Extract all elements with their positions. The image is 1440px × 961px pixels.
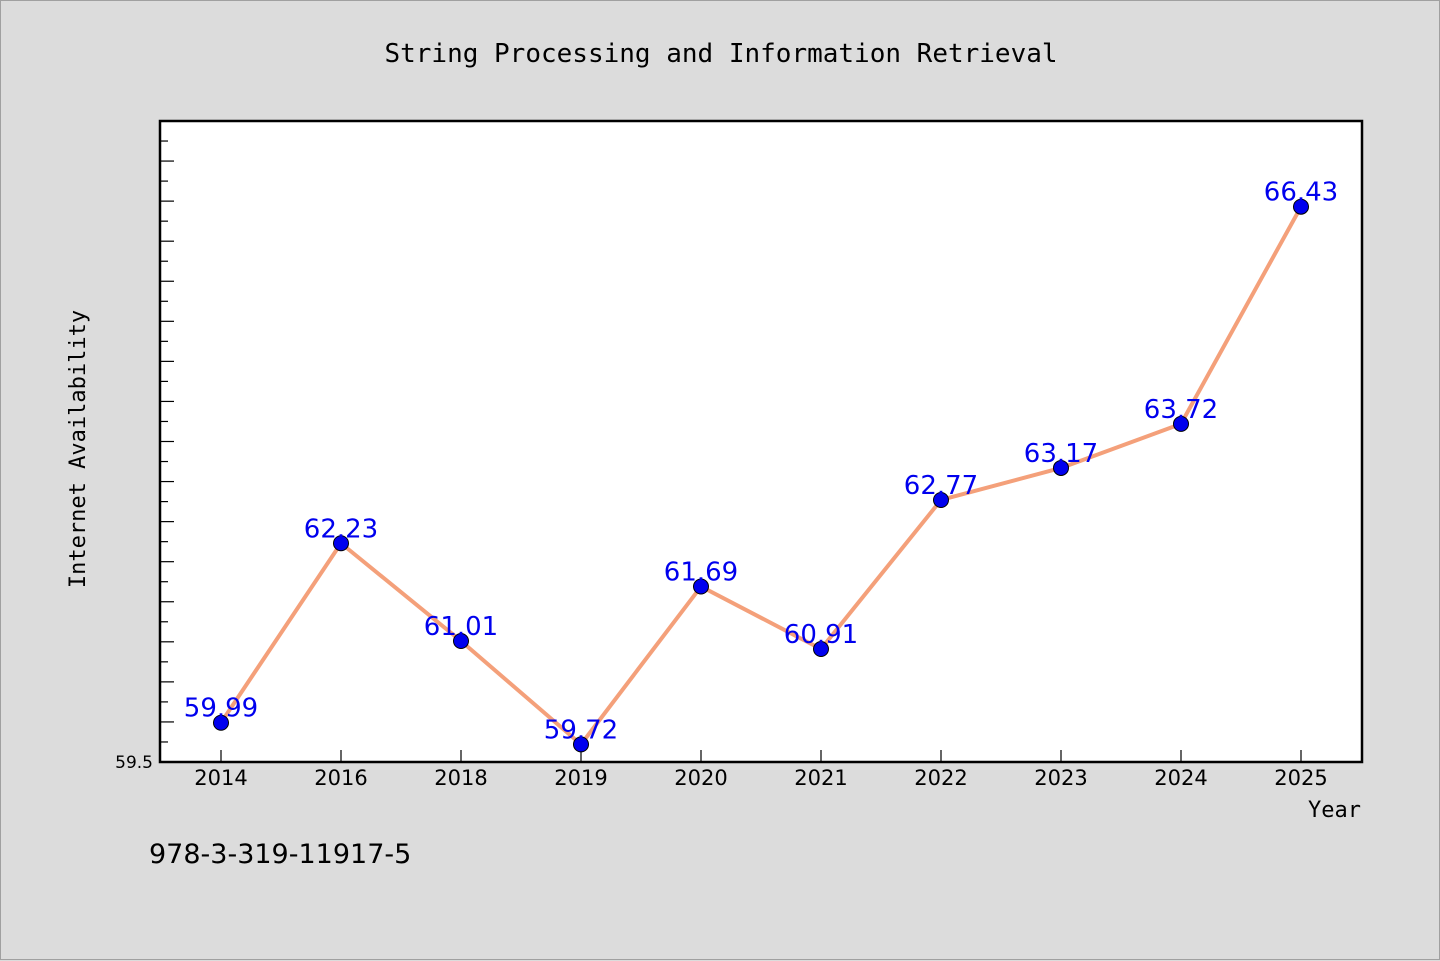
data-label: 59.72 bbox=[544, 715, 618, 745]
y-tick-label: 59.5 bbox=[115, 753, 153, 773]
chart-title: String Processing and Information Retrie… bbox=[384, 39, 1057, 69]
y-axis-ticks bbox=[160, 120, 174, 763]
data-point bbox=[453, 633, 469, 650]
plot-area bbox=[158, 119, 1364, 764]
data-label: 63.17 bbox=[1024, 439, 1098, 469]
x-tick-label: 2025 bbox=[1274, 766, 1327, 790]
x-tick-label: 2022 bbox=[914, 766, 967, 790]
footnote: 978-3-319-11917-5 bbox=[149, 839, 411, 870]
data-label: 59.99 bbox=[184, 694, 258, 724]
data-point bbox=[573, 736, 589, 753]
data-markers bbox=[213, 198, 1309, 753]
y-axis-label: Internet Availability bbox=[66, 310, 91, 588]
x-axis-ticks bbox=[220, 750, 1302, 762]
data-point bbox=[1293, 198, 1309, 215]
data-point bbox=[1173, 415, 1189, 432]
data-point bbox=[693, 578, 709, 595]
x-tick-label: 2020 bbox=[674, 766, 727, 790]
x-tick-label: 2024 bbox=[1154, 766, 1207, 790]
x-tick-label: 2023 bbox=[1034, 766, 1087, 790]
data-label: 62.77 bbox=[904, 471, 978, 501]
data-point bbox=[213, 714, 229, 731]
data-label: 62.23 bbox=[304, 514, 378, 544]
x-tick-label: 2014 bbox=[194, 766, 247, 790]
x-tick-label: 2019 bbox=[554, 766, 607, 790]
data-labels: 59.99 62.23 61.01 59.72 61.69 60.91 62.77 63.17… bbox=[184, 178, 1338, 746]
data-label: 61.69 bbox=[664, 558, 738, 588]
data-label: 63.72 bbox=[1144, 395, 1218, 425]
series-line bbox=[219, 204, 1303, 747]
data-label: 60.91 bbox=[784, 620, 858, 650]
data-label: 61.01 bbox=[424, 612, 498, 642]
x-tick-label: 2016 bbox=[314, 766, 367, 790]
data-label: 66.43 bbox=[1264, 178, 1338, 208]
x-tick-label: 2021 bbox=[794, 766, 847, 790]
x-axis-label: Year bbox=[1308, 798, 1361, 823]
data-point bbox=[813, 641, 829, 658]
data-point bbox=[933, 491, 949, 508]
data-point bbox=[1053, 459, 1069, 476]
x-tick-label: 2018 bbox=[434, 766, 487, 790]
data-point bbox=[333, 535, 349, 552]
x-axis-tick-labels: 2014 2016 2018 2019 2020 2021 2022 2023 2024 2025 bbox=[194, 766, 1327, 790]
